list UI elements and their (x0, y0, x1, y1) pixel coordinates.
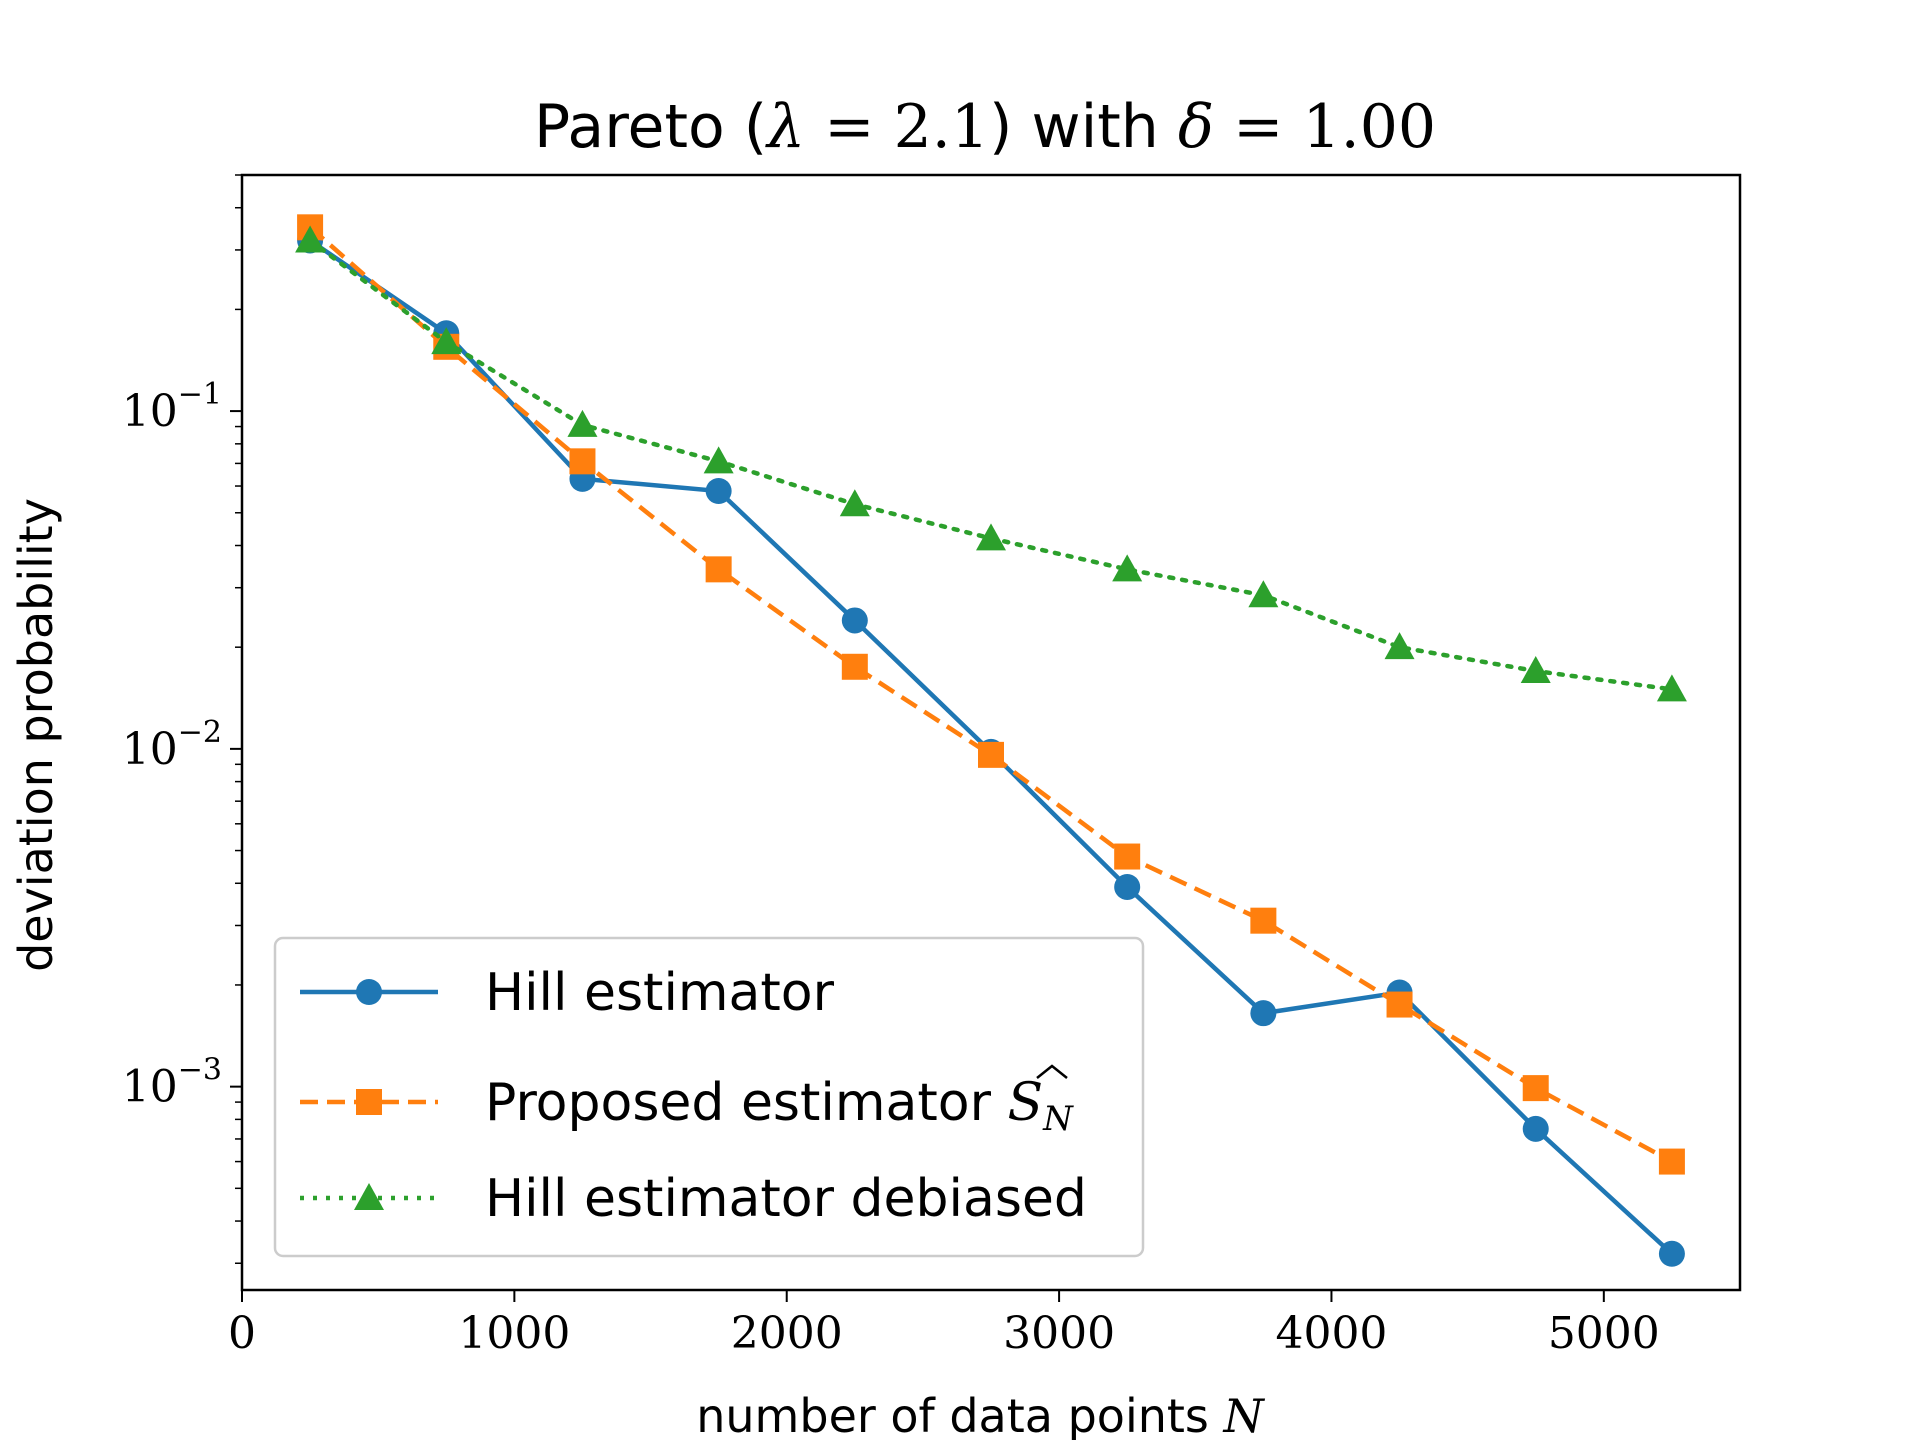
legend-box (273, 936, 1145, 1258)
series-line-2 (307, 238, 1675, 692)
data-point (839, 489, 870, 517)
data-point (1522, 1115, 1549, 1142)
x-tick-label: 0 (228, 1308, 256, 1359)
data-point (569, 448, 596, 475)
legend-marker-0 (356, 979, 382, 1005)
x-tick-label: 5000 (1548, 1308, 1660, 1359)
data-point (1658, 1240, 1685, 1267)
data-point (1658, 1148, 1685, 1175)
legend-label-1: Proposed estimator SN (485, 1073, 1074, 1139)
data-point (705, 556, 732, 583)
series-layer (295, 214, 1687, 1267)
data-point (295, 225, 326, 253)
data-point (976, 523, 1006, 551)
data-point (1522, 1075, 1549, 1102)
axes-frame (240, 173, 1742, 1292)
data-point (703, 446, 734, 474)
x-tick-label: 3000 (1003, 1308, 1115, 1359)
legend: Hill estimator Proposed estimator SN Hill … (273, 936, 1145, 1258)
chart-title: Pareto (λ = 2.1) with δ = 1.00 (534, 92, 1436, 162)
y-axis-label: deviation probability (9, 498, 63, 972)
y-tick-label: 10−2 (122, 715, 222, 775)
x-tick-label: 4000 (1275, 1308, 1387, 1359)
data-point (1384, 632, 1415, 660)
axes-layer: 0 1000 2000 3000 4000 5000 10−1 10−2 10−3 (122, 173, 1742, 1359)
legend-marker-1 (356, 1089, 382, 1115)
data-point (567, 409, 598, 437)
data-point (1386, 991, 1413, 1018)
series-line-1 (308, 225, 1673, 1164)
data-point (978, 741, 1004, 768)
data-point (1114, 843, 1141, 870)
data-point (1112, 554, 1143, 582)
data-point (1250, 1000, 1277, 1027)
series-2 (295, 225, 1687, 702)
y-tick-label: 10−1 (122, 377, 222, 437)
data-point (1656, 674, 1687, 702)
hat-accent (1036, 1064, 1068, 1079)
data-point (1250, 907, 1277, 934)
legend-label-2: Hill estimator debiased (485, 1169, 1087, 1229)
data-point (841, 607, 868, 634)
x-tick-label: 1000 (458, 1308, 570, 1359)
data-point (1114, 873, 1141, 900)
x-axis-label: number of data points N (696, 1389, 1265, 1440)
y-tick-label: 10−3 (122, 1053, 222, 1113)
legend-label-0: Hill estimator (485, 963, 835, 1023)
data-point (1520, 656, 1551, 684)
data-point (431, 327, 462, 355)
x-tick-label: 2000 (731, 1308, 843, 1359)
legend-marker-2 (354, 1183, 384, 1210)
data-point (705, 478, 732, 505)
data-point (1248, 580, 1279, 608)
data-point (841, 653, 868, 680)
